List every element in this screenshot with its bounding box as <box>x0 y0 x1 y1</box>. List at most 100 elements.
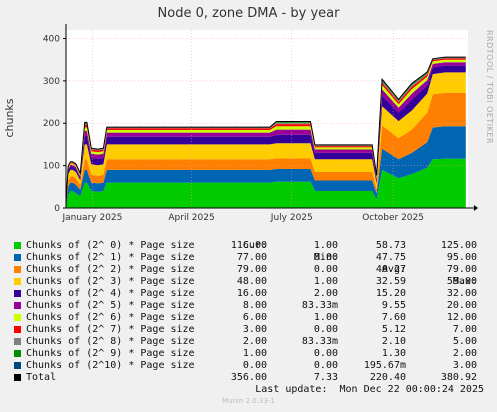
legend-row: Chunks of (2^10) * Page size 0.00 0.00 195.… <box>14 360 484 372</box>
legend-row: Chunks of (2^ 1) * Page size 77.00 0.00 47.… <box>14 252 484 264</box>
legend-avg-value: 2.10 <box>381 336 406 347</box>
legend-min-value: 83.33m <box>301 300 338 311</box>
legend-row: Chunks of (2^ 7) * Page size 3.00 0.00 5.12… <box>14 324 484 336</box>
legend-max-value: 20.00 <box>446 300 477 311</box>
legend-min-value: 0.00 <box>313 360 338 371</box>
legend-name: Chunks of (2^ 9) * Page size <box>26 348 195 359</box>
legend-max-value: 380.92 <box>440 372 477 383</box>
legend-max-value: 95.00 <box>446 252 477 263</box>
legend-avg-value: 9.55 <box>381 300 406 311</box>
legend-avg-value: 7.60 <box>381 312 406 323</box>
legend-row: Chunks of (2^ 3) * Page size 48.00 1.00 32.… <box>14 276 484 288</box>
series-area <box>66 59 466 204</box>
x-tick-label: January 2025 <box>61 213 122 223</box>
legend-min-value: 7.33 <box>313 372 338 383</box>
legend-header-avg: Avg: <box>381 264 406 275</box>
legend-swatch <box>14 290 21 297</box>
series-area <box>66 92 466 205</box>
rrdtool-watermark: RRDTOOL / TOBI OETIKER <box>485 30 494 145</box>
y-tick-label: 0 <box>54 204 60 214</box>
stacked-area-chart: 0 100 200 300 400 January 2025 April 2025 July… <box>3 24 478 223</box>
legend-cur-value: 8.00 <box>242 300 267 311</box>
legend: Cur: Min: Avg: Max: Chunks of (2^ 0) * P… <box>14 228 484 384</box>
legend-name: Chunks of (2^10) * Page size <box>26 360 195 371</box>
legend-row: Chunks of (2^ 9) * Page size 1.00 0.00 1.30… <box>14 348 484 360</box>
legend-min-value: 1.00 <box>313 276 338 287</box>
legend-row: Chunks of (2^ 4) * Page size 16.00 2.00 15.… <box>14 288 484 300</box>
legend-min-value: 1.00 <box>313 240 338 251</box>
chart-title: Node 0, zone DMA - by year <box>157 6 340 21</box>
legend-min-value: 0.00 <box>313 348 338 359</box>
legend-cur-value: 116.00 <box>230 240 267 251</box>
legend-row: Chunks of (2^ 6) * Page size 6.00 1.00 7.60… <box>14 312 484 324</box>
legend-header-cur: Cur: <box>242 240 267 251</box>
legend-cur-value: 79.00 <box>236 264 267 275</box>
legend-row: Chunks of (2^ 0) * Page size 116.00 1.00 58… <box>14 240 484 252</box>
legend-avg-value: 1.30 <box>381 348 406 359</box>
legend-name: Chunks of (2^ 8) * Page size <box>26 336 195 347</box>
legend-max-value: 2.00 <box>452 348 477 359</box>
y-tick-label: 300 <box>43 77 60 87</box>
y-tick-label: 200 <box>43 119 60 129</box>
legend-name: Chunks of (2^ 0) * Page size <box>26 240 195 251</box>
y-tick-label: 400 <box>43 34 60 44</box>
legend-name: Chunks of (2^ 1) * Page size <box>26 252 195 263</box>
legend-header-max: Max: <box>452 276 477 287</box>
legend-cur-value: 77.00 <box>236 252 267 263</box>
legend-avg-value: 220.40 <box>369 372 406 383</box>
legend-swatch <box>14 302 21 309</box>
legend-avg-value: 15.20 <box>375 288 406 299</box>
y-axis-label: chunks <box>3 98 16 137</box>
footer: Munin 2.0.33-1 <box>222 397 275 405</box>
legend-min-value: 0.00 <box>313 324 338 335</box>
legend-max-value: 32.00 <box>446 288 477 299</box>
legend-min-value: 2.00 <box>313 288 338 299</box>
legend-max-value: 3.00 <box>452 360 477 371</box>
legend-cur-value: 48.00 <box>236 276 267 287</box>
legend-swatch <box>14 242 21 249</box>
legend-name: Chunks of (2^ 5) * Page size <box>26 300 195 311</box>
series-area <box>66 126 466 206</box>
legend-name: Chunks of (2^ 6) * Page size <box>26 312 195 323</box>
legend-row: Chunks of (2^ 5) * Page size 8.00 83.33m 9.… <box>14 300 484 312</box>
legend-row: Total 356.00 7.33 220.40 380.92 <box>14 372 484 384</box>
legend-max-value: 7.00 <box>452 324 477 335</box>
series-area <box>66 158 466 208</box>
legend-swatch <box>14 266 21 273</box>
legend-cur-value: 6.00 <box>242 312 267 323</box>
series-area <box>66 62 466 204</box>
legend-swatch <box>14 326 21 333</box>
legend-name: Chunks of (2^ 7) * Page size <box>26 324 195 335</box>
legend-avg-value: 32.59 <box>375 276 406 287</box>
legend-cur-value: 356.00 <box>230 372 267 383</box>
legend-min-value: 0.00 <box>313 252 338 263</box>
legend-max-value: 5.00 <box>452 336 477 347</box>
legend-cur-value: 2.00 <box>242 336 267 347</box>
legend-max-value: 59.00 <box>446 276 477 287</box>
legend-cur-value: 1.00 <box>242 348 267 359</box>
legend-max-value: 125.00 <box>440 240 477 251</box>
legend-swatch <box>14 362 21 369</box>
legend-cur-value: 16.00 <box>236 288 267 299</box>
x-tick-label: July 2025 <box>270 213 313 223</box>
last-update: Last update: Mon Dec 22 00:00:24 2025 <box>255 384 484 395</box>
legend-min-value: 1.00 <box>313 312 338 323</box>
total-line <box>65 56 466 204</box>
legend-cur-value: 3.00 <box>242 324 267 335</box>
legend-swatch <box>14 314 21 321</box>
legend-swatch <box>14 374 21 381</box>
legend-avg-value: 5.12 <box>381 324 406 335</box>
legend-row: Chunks of (2^ 8) * Page size 2.00 83.33m 2.… <box>14 336 484 348</box>
y-tick-label: 100 <box>43 162 60 172</box>
legend-name: Total <box>26 372 57 383</box>
x-tick-label: April 2025 <box>168 213 214 223</box>
legend-max-value: 12.00 <box>446 312 477 323</box>
legend-swatch <box>14 350 21 357</box>
legend-name: Chunks of (2^ 2) * Page size <box>26 264 195 275</box>
legend-swatch <box>14 278 21 285</box>
legend-min-value: 0.00 <box>313 264 338 275</box>
legend-header: Cur: Min: Avg: Max: <box>14 228 484 287</box>
legend-swatch <box>14 254 21 261</box>
legend-header-min: Min: <box>313 252 338 263</box>
legend-min-value: 83.33m <box>301 336 338 347</box>
